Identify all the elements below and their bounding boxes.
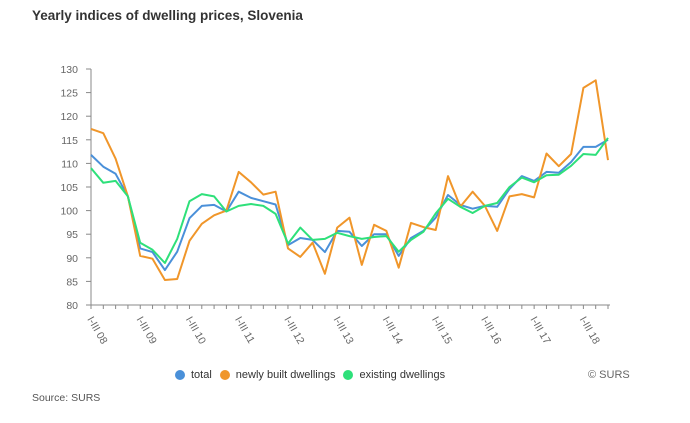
legend-item-newly-built[interactable]: newly built dwellings bbox=[219, 369, 336, 381]
y-tick-label: 100 bbox=[60, 206, 78, 218]
series-layer bbox=[90, 79, 609, 281]
series-line-existing-dwellings[interactable] bbox=[90, 137, 609, 264]
legend-label-existing: existing dwellings bbox=[359, 369, 446, 381]
x-tick-label: I-III 18 bbox=[577, 315, 602, 347]
x-tick-label: I-III 16 bbox=[478, 315, 503, 347]
y-tick-label: 125 bbox=[60, 88, 78, 100]
y-tick-label: 130 bbox=[60, 64, 78, 76]
chart-title: Yearly indices of dwelling prices, Slove… bbox=[32, 8, 303, 23]
x-tick-label: I-III 08 bbox=[84, 315, 109, 347]
legend-label-newly-built: newly built dwellings bbox=[235, 369, 336, 381]
y-axis: 80 85 90 95 100 105 110 115 120 125 130 bbox=[60, 64, 92, 312]
y-tick-label: 80 bbox=[66, 300, 78, 312]
y-tick-label: 120 bbox=[60, 111, 78, 123]
series-line-newly-built-dwellings[interactable] bbox=[90, 79, 609, 281]
x-tick-label: I-III 12 bbox=[281, 315, 306, 347]
x-axis: I-III 08 I-III 09 I-III 10 I-III 11 I-III 12… bbox=[84, 304, 610, 347]
y-tick-label: 95 bbox=[66, 229, 78, 241]
y-tick-label: 85 bbox=[66, 276, 78, 288]
x-tick-label: I-III 10 bbox=[183, 315, 208, 347]
x-tick-label: I-III 14 bbox=[380, 315, 405, 347]
y-tick-label: 105 bbox=[60, 182, 78, 194]
x-tick-label: I-III 13 bbox=[331, 315, 356, 347]
legend-item-existing[interactable]: existing dwellings bbox=[343, 369, 445, 381]
legend-marker-total bbox=[175, 370, 185, 380]
legend-marker-newly-built bbox=[219, 370, 230, 380]
x-tick-label: I-III 11 bbox=[232, 315, 257, 346]
y-tick-label: 115 bbox=[61, 135, 78, 147]
series-line-total[interactable] bbox=[90, 138, 609, 272]
x-tick-label: I-III 17 bbox=[528, 315, 553, 347]
source-note: Source: SURS bbox=[32, 392, 101, 404]
legend-label-total: total bbox=[191, 369, 212, 381]
x-tick-label: I-III 09 bbox=[134, 315, 159, 347]
legend: total newly built dwellings existing dwe… bbox=[175, 369, 453, 381]
credit-link[interactable]: © SURS bbox=[588, 369, 630, 381]
legend-item-total[interactable]: total bbox=[175, 369, 212, 381]
y-tick-label: 90 bbox=[66, 253, 78, 265]
y-tick-label: 110 bbox=[61, 158, 78, 170]
legend-marker-existing bbox=[343, 370, 354, 380]
x-tick-label: I-III 15 bbox=[429, 315, 454, 347]
